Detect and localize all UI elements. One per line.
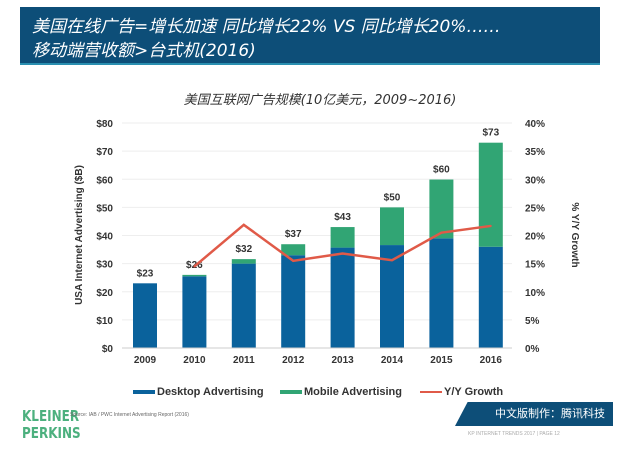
x-tick-label: 2011 [233, 355, 255, 366]
bar-mobile-2015 [429, 179, 454, 239]
bar-desktop-2015 [429, 238, 454, 348]
data-label: $32 [235, 244, 252, 255]
data-label: $43 [334, 212, 351, 223]
y2-tick-label: 15% [525, 260, 545, 271]
y-axis-label: USA Internet Advertising ($B) [74, 165, 85, 305]
y2-tick-label: 25% [525, 203, 545, 214]
growth-point-2012 [292, 259, 295, 262]
growth-point-2014 [391, 259, 393, 262]
growth-point-2016 [489, 224, 492, 227]
y-tick-label: $40 [96, 232, 113, 243]
data-label: $23 [137, 268, 154, 279]
y2-axis-label: % Y/Y Growth [569, 202, 580, 267]
y-tick-label: $10 [96, 316, 113, 327]
y-tick-label: $30 [96, 260, 113, 271]
x-tick-label: 2012 [282, 355, 305, 366]
bar-desktop-2013 [330, 247, 355, 348]
y2-tick-label: 40% [525, 119, 545, 130]
y2-tick-label: 5% [525, 316, 540, 327]
y2-tick-label: 0% [525, 344, 540, 355]
tencent-banner: 中文版制作：腾讯科技 [455, 402, 613, 426]
y-tick-label: $70 [96, 147, 113, 158]
y2-tick-label: 35% [525, 147, 545, 158]
legend-swatch [133, 390, 155, 394]
data-label: $50 [384, 192, 401, 203]
x-tick-label: 2013 [331, 355, 354, 366]
legend-growth: Y/Y Growth [420, 386, 503, 398]
data-label: $73 [482, 128, 499, 139]
banner-line-2: 移动端营收额>台式机(2016) [32, 41, 256, 61]
x-tick-label: 2016 [480, 355, 503, 366]
legend-mobile: Mobile Advertising [280, 386, 402, 398]
banner-line-1: 美国在线广告=增长加速 同比增长22% VS 同比增长20%…… [32, 17, 501, 37]
bar-mobile-2011 [231, 259, 256, 264]
legend-label: Mobile Advertising [304, 386, 402, 398]
y2-tick-label: 30% [525, 175, 545, 186]
bar-desktop-2014 [380, 245, 404, 348]
bar-desktop-2012 [281, 255, 306, 348]
source-note: Source: IAB / PWC Internet Advertising R… [70, 412, 189, 418]
legend-label: Y/Y Growth [444, 386, 504, 398]
y2-tick-label: 10% [525, 288, 545, 299]
x-tick-label: 2014 [381, 355, 404, 366]
title-banner: 美国在线广告=增长加速 同比增长22% VS 同比增长20%…… 移动端营收额>… [20, 7, 600, 65]
bar-mobile-2010 [182, 274, 207, 277]
y-tick-label: $50 [96, 203, 113, 214]
y-tick-label: $60 [96, 175, 113, 186]
data-label: $37 [285, 229, 302, 240]
bar-desktop-2016 [478, 246, 503, 348]
growth-point-2010 [193, 265, 196, 268]
page-footer: KP INTERNET TRENDS 2017 | PAGE 12 [468, 431, 560, 437]
legend-swatch [280, 390, 302, 394]
legend-swatch [420, 391, 442, 393]
y-tick-label: $20 [96, 288, 113, 299]
chart-title: 美国互联网广告规模(10亿美元，2009~2016) [183, 93, 457, 108]
bar-mobile-2014 [380, 207, 404, 246]
growth-point-2011 [242, 223, 245, 226]
bar-mobile-2016 [478, 142, 503, 247]
bar-desktop-2010 [182, 276, 207, 348]
bar-mobile-2012 [281, 244, 306, 256]
legend-desktop: Desktop Advertising [133, 386, 264, 398]
growth-point-2013 [341, 252, 344, 255]
x-tick-label: 2010 [183, 355, 206, 366]
growth-point-2015 [440, 231, 443, 234]
bar-mobile-2013 [330, 227, 355, 248]
x-tick-label: 2009 [134, 355, 157, 366]
y-tick-label: $80 [96, 119, 113, 130]
y-tick-label: $0 [102, 344, 114, 355]
bar-desktop-2009 [133, 283, 157, 348]
x-tick-label: 2015 [430, 355, 453, 366]
kleiner-perkins-logo: KLEINER PERKINS [22, 407, 81, 442]
legend-label: Desktop Advertising [157, 386, 264, 398]
bar-desktop-2011 [231, 263, 256, 348]
y2-tick-label: 20% [525, 232, 545, 243]
data-label: $60 [433, 165, 450, 176]
